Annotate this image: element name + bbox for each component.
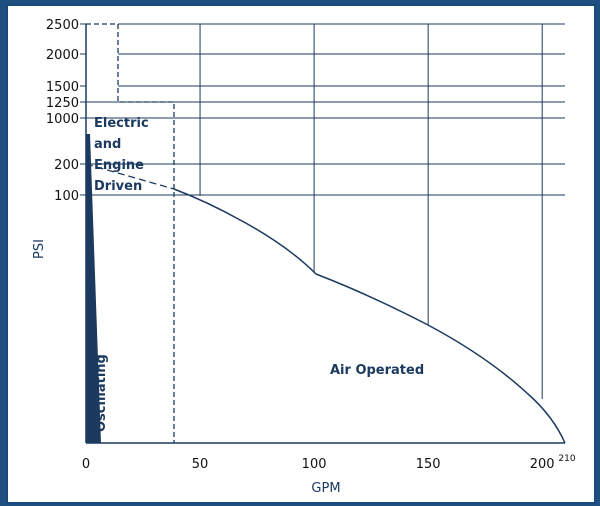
x-tick-label-200: 200 bbox=[530, 457, 555, 472]
region-label-electric-1: Electric bbox=[94, 116, 149, 131]
x-tick-label-100: 100 bbox=[302, 457, 327, 472]
chart-grid bbox=[85, 23, 565, 444]
x-tick-label-210: 210 bbox=[558, 454, 575, 464]
x-tick-label-50: 50 bbox=[192, 457, 209, 472]
x-axis-title: GPM bbox=[311, 481, 340, 496]
y-tick-label-1000: 1000 bbox=[46, 112, 79, 127]
region-label-electric-2: and bbox=[94, 137, 121, 152]
y-tick-label-1500: 1500 bbox=[46, 80, 79, 95]
chart-frame: 2500 2000 1500 1250 1000 200 100 0 50 100 150 200 21… bbox=[6, 4, 596, 504]
region-label-air-operated: Air Operated bbox=[330, 363, 424, 378]
chart-curves bbox=[85, 23, 566, 444]
y-tick-label-2500: 2500 bbox=[46, 18, 79, 33]
region-label-electric-3: Engine bbox=[94, 158, 144, 173]
region-label-oscillating: Oscillating bbox=[94, 354, 109, 432]
air-operated-curve bbox=[173, 188, 566, 444]
electric-region-curve-dashed bbox=[85, 163, 175, 190]
y-axis-title: PSI bbox=[32, 239, 47, 259]
x-tick-label-150: 150 bbox=[416, 457, 441, 472]
region-label-electric-4: Driven bbox=[94, 179, 142, 194]
y-tick-label-2000: 2000 bbox=[46, 48, 79, 63]
y-tick-label-1250: 1250 bbox=[46, 96, 79, 111]
oscillating-region-fill bbox=[86, 134, 101, 443]
y-tick-label-200: 200 bbox=[54, 158, 79, 173]
y-tick-label-100: 100 bbox=[54, 189, 79, 204]
x-tick-label-0: 0 bbox=[82, 457, 90, 472]
